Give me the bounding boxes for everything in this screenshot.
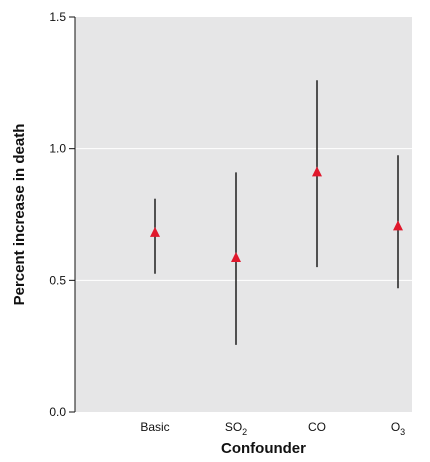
gridlines xyxy=(75,148,412,281)
x-axis-ticks: Basic SO2 CO O3 xyxy=(140,420,405,437)
estimate-markers xyxy=(150,166,403,262)
estimate-marker xyxy=(393,220,403,231)
x-tick-label: SO2 xyxy=(225,420,247,437)
y-axis-ticks: 0.0 0.5 1.0 1.5 xyxy=(49,10,75,419)
x-tick-label: Basic xyxy=(140,420,169,434)
y-axis-title: Percent increase in death xyxy=(11,124,28,306)
x-tick-label: CO xyxy=(308,420,326,434)
x-tick-base: CO xyxy=(308,420,326,434)
plot-area xyxy=(75,17,412,412)
estimate-marker xyxy=(231,251,241,262)
x-tick-subscript: 2 xyxy=(242,427,247,437)
estimate-marker xyxy=(150,226,160,237)
x-tick-base: SO xyxy=(225,420,242,434)
y-tick-label: 1.0 xyxy=(49,142,66,156)
x-tick-subscript: 3 xyxy=(400,427,405,437)
y-tick-label: 1.5 xyxy=(49,10,66,24)
estimate-marker xyxy=(312,166,322,177)
y-tick-label: 0.0 xyxy=(49,405,66,419)
x-tick-base: Basic xyxy=(140,420,169,434)
y-tick-label: 0.5 xyxy=(49,273,66,287)
x-axis-title: Confounder xyxy=(221,440,306,457)
x-tick-base: O xyxy=(391,420,400,434)
x-tick-label: O3 xyxy=(391,420,405,437)
